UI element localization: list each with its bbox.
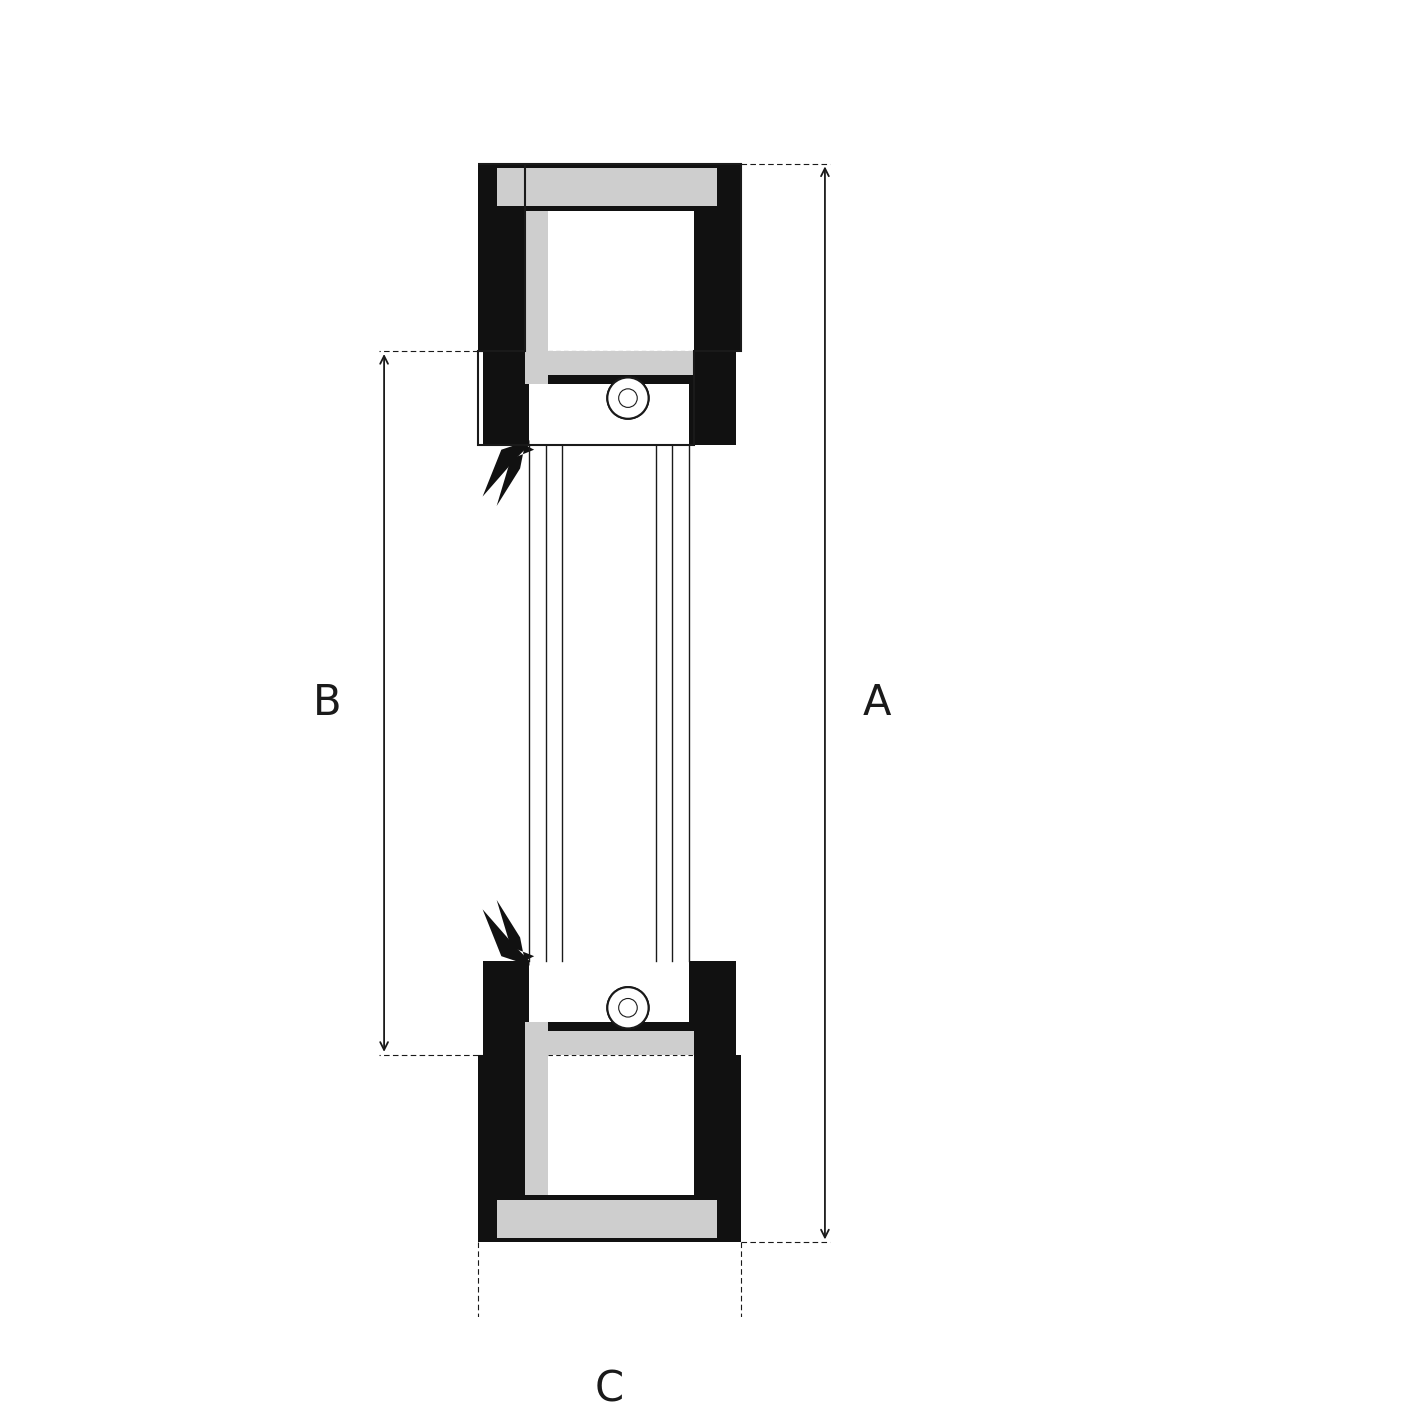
Polygon shape xyxy=(530,446,689,960)
Polygon shape xyxy=(482,440,530,496)
Circle shape xyxy=(607,987,648,1028)
Polygon shape xyxy=(524,1031,693,1054)
Polygon shape xyxy=(496,169,717,205)
Polygon shape xyxy=(689,960,735,1054)
Polygon shape xyxy=(478,1054,524,1243)
Circle shape xyxy=(619,998,637,1017)
Polygon shape xyxy=(496,900,534,960)
Circle shape xyxy=(607,377,648,419)
Polygon shape xyxy=(478,1195,741,1243)
Polygon shape xyxy=(482,352,530,446)
Circle shape xyxy=(619,389,637,408)
Circle shape xyxy=(607,987,648,1028)
Polygon shape xyxy=(524,211,548,384)
Polygon shape xyxy=(482,960,530,1054)
Text: C: C xyxy=(595,1369,624,1406)
Text: A: A xyxy=(862,682,891,724)
Polygon shape xyxy=(478,163,524,352)
Polygon shape xyxy=(689,352,735,446)
Circle shape xyxy=(619,389,637,408)
Polygon shape xyxy=(524,1022,548,1195)
Polygon shape xyxy=(693,1054,741,1243)
Circle shape xyxy=(619,998,637,1017)
Polygon shape xyxy=(496,446,534,506)
Polygon shape xyxy=(524,352,693,384)
Polygon shape xyxy=(496,1201,717,1237)
Polygon shape xyxy=(693,163,741,352)
Polygon shape xyxy=(524,1022,693,1054)
Circle shape xyxy=(607,377,648,419)
Text: B: B xyxy=(314,682,342,724)
Polygon shape xyxy=(478,163,741,211)
Polygon shape xyxy=(524,352,693,374)
Polygon shape xyxy=(482,910,530,966)
